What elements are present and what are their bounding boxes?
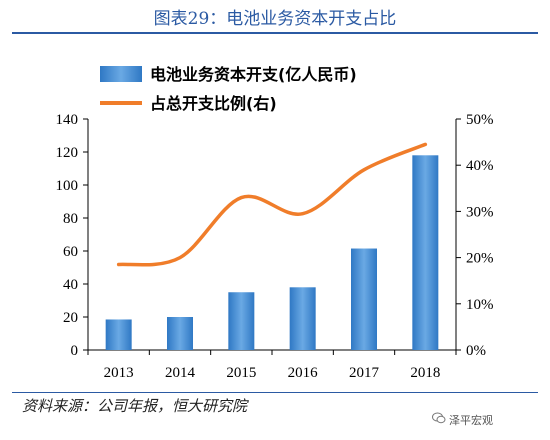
y-tick-label: 0: [71, 343, 79, 359]
x-tick-label: 2014: [165, 365, 196, 381]
x-tick-label: 2013: [104, 365, 134, 381]
y2-tick-label: 30%: [466, 204, 494, 220]
y2-tick-label: 10%: [466, 297, 494, 313]
bar: [167, 317, 193, 350]
ratio-line: [116, 142, 428, 267]
bar: [105, 319, 132, 350]
y-tick-label: 60: [63, 244, 78, 260]
bar: [228, 292, 255, 350]
y-tick-label: 140: [56, 112, 79, 128]
bar: [412, 155, 439, 350]
x-tick-label: 2015: [226, 365, 256, 381]
y-tick-label: 20: [63, 310, 78, 326]
legend-bar-label: 电池业务资本开支(亿人民币): [150, 65, 357, 84]
y2-tick-label: 0%: [466, 343, 486, 359]
y2-tick-label: 50%: [466, 112, 494, 128]
y-tick-label: 100: [56, 178, 79, 194]
bar: [289, 287, 316, 350]
bar: [351, 248, 377, 350]
title-divider: [12, 32, 538, 34]
x-tick-label: 2017: [349, 365, 380, 381]
y-tick-label: 80: [63, 211, 78, 227]
source-note: 资料来源：公司年报，恒大研究院: [22, 397, 248, 415]
y2-tick-label: 40%: [466, 158, 494, 174]
y2-tick-label: 20%: [466, 251, 494, 267]
x-tick-label: 2018: [410, 365, 440, 381]
legend-line-label: 占总开支比例(右): [150, 94, 277, 113]
y-tick-label: 120: [56, 145, 79, 161]
source-divider: [12, 392, 538, 393]
watermark-label: 泽平宏观: [449, 414, 493, 427]
wechat-icon: [432, 412, 446, 424]
legend-bar-swatch: [100, 66, 142, 82]
x-tick-label: 2016: [288, 365, 319, 381]
chart-title: 图表29：电池业务资本开支占比: [153, 9, 397, 29]
y-tick-label: 40: [63, 277, 78, 293]
